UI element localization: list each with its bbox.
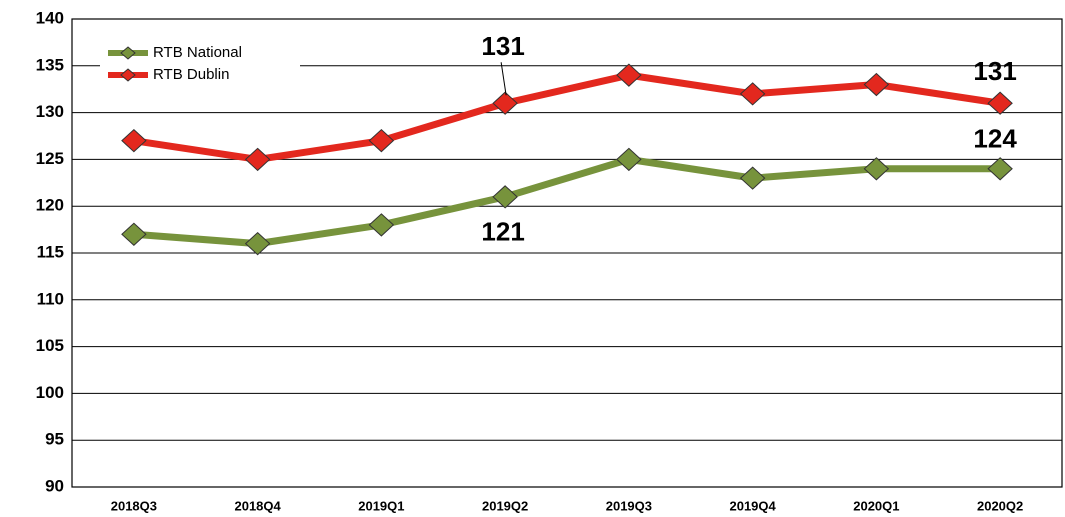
marker [368,129,395,153]
marker [616,63,642,87]
leader-line [500,62,507,96]
marker [739,82,766,106]
y-tick-label: 115 [37,242,64,261]
y-tick-label: 120 [36,196,64,215]
legend-box [100,40,300,90]
x-tick-label: 2019Q1 [358,498,404,513]
y-tick-label: 95 [45,430,64,449]
y-tick-label: 125 [36,149,64,168]
x-tick-label: 2020Q2 [977,498,1023,513]
series-line [133,155,1001,248]
marker [492,91,518,115]
x-tick-label: 2018Q3 [111,498,157,513]
legend-marker [120,46,136,60]
marker [121,129,147,153]
y-tick-label: 100 [36,383,64,402]
marker [863,72,890,97]
marker [863,157,890,181]
y-tick-label: 90 [45,476,64,495]
legend-label: RTB National [153,44,242,61]
x-tick-label: 2019Q4 [729,498,776,513]
y-tick-label: 135 [36,55,64,74]
y-tick-label: 110 [37,289,64,308]
marker [121,222,147,246]
marker [739,166,766,190]
y-tick-label: 140 [36,8,64,27]
marker [368,213,395,237]
data-label: 124 [973,124,1017,154]
marker [244,231,271,256]
data-label: 131 [481,31,524,61]
marker [987,157,1013,181]
y-tick-label: 105 [36,336,64,355]
legend-marker [120,68,136,82]
x-tick-label: 2018Q4 [234,498,281,513]
data-label: 121 [481,217,524,247]
y-tick-label: 130 [36,102,64,121]
series-line [133,71,1001,163]
x-tick-label: 2019Q2 [482,498,528,513]
x-tick-label: 2020Q1 [853,498,899,513]
marker [492,185,518,209]
x-tick-label: 2019Q3 [606,498,652,513]
marker [616,147,642,172]
marker [244,147,271,172]
data-label: 131 [973,56,1016,86]
legend-label: RTB Dublin [153,66,229,83]
plot-border [71,18,1063,488]
marker [987,91,1013,115]
